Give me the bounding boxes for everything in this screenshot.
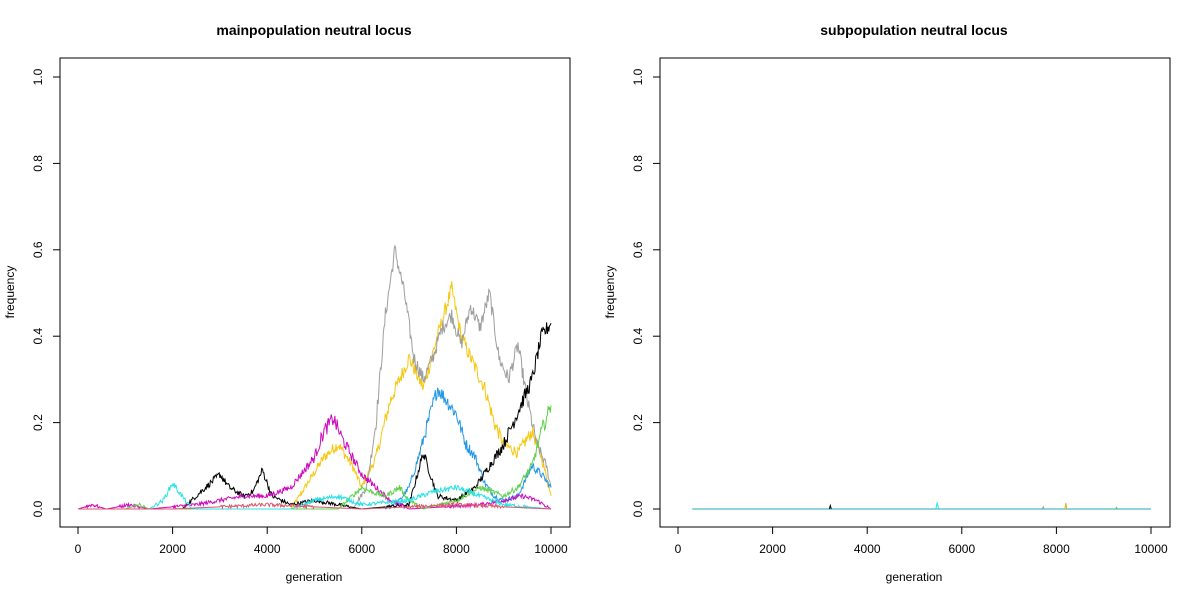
y-axis: 0.0 0.2 0.4 0.6 0.8 1.0 (631, 68, 661, 517)
series-line-cyan (148, 482, 552, 510)
series-line-cyan-spike (935, 502, 940, 510)
series-line-green (125, 405, 552, 510)
series-line-orange (290, 281, 552, 510)
x-tick-label: 4000 (254, 542, 281, 556)
series-line-red (78, 502, 551, 511)
y-tick-label: 0.2 (631, 414, 645, 431)
x-axis-label: generation (286, 570, 343, 584)
series-layer (692, 502, 1151, 510)
x-tick-label: 4000 (854, 542, 881, 556)
series-layer (77, 244, 552, 511)
x-tick-label: 8000 (443, 542, 470, 556)
y-tick-label: 0.8 (31, 155, 45, 172)
x-tick-label: 6000 (348, 542, 375, 556)
y-axis-label: frequency (603, 266, 617, 319)
y-tick-label: 1.0 (31, 68, 45, 85)
y-tick-label: 0.6 (31, 241, 45, 258)
y-tick-label: 0.4 (31, 328, 45, 345)
x-axis: 0 2000 4000 6000 8000 10000 (75, 526, 568, 556)
y-tick-label: 1.0 (631, 68, 645, 85)
x-axis: 0 2000 4000 6000 8000 10000 (675, 526, 1168, 556)
y-axis: 0.0 0.2 0.4 0.6 0.8 1.0 (31, 68, 61, 517)
series-line-blue (385, 387, 552, 510)
chart-mainpopulation: mainpopulation neutral locus 0 2000 4000 60… (3, 22, 571, 584)
chart-title: subpopulation neutral locus (820, 22, 1008, 38)
x-tick-label: 0 (675, 542, 682, 556)
series-line-gray (351, 244, 552, 510)
x-tick-label: 10000 (1134, 542, 1168, 556)
y-tick-label: 0.0 (631, 500, 645, 517)
y-tick-label: 0.0 (31, 500, 45, 517)
series-line-green-spike (1115, 506, 1118, 510)
y-tick-label: 0.2 (31, 414, 45, 431)
x-tick-label: 8000 (1043, 542, 1070, 556)
chart-subpopulation: subpopulation neutral locus 0 2000 4000 600… (603, 22, 1171, 584)
y-tick-label: 0.6 (631, 241, 645, 258)
x-tick-label: 2000 (159, 542, 186, 556)
series-line-gray-spike (1041, 505, 1045, 510)
x-tick-label: 6000 (948, 542, 975, 556)
x-tick-label: 10000 (534, 542, 568, 556)
series-line-black-spike (828, 503, 832, 510)
chart-title: mainpopulation neutral locus (216, 22, 411, 38)
y-axis-label: frequency (3, 266, 17, 319)
y-tick-label: 0.4 (631, 328, 645, 345)
series-line-orange-spike (1064, 502, 1068, 510)
x-axis-label: generation (886, 570, 943, 584)
x-tick-label: 2000 (759, 542, 786, 556)
plot-frame (659, 57, 1171, 528)
y-tick-label: 0.8 (631, 155, 645, 172)
x-tick-label: 0 (75, 542, 82, 556)
